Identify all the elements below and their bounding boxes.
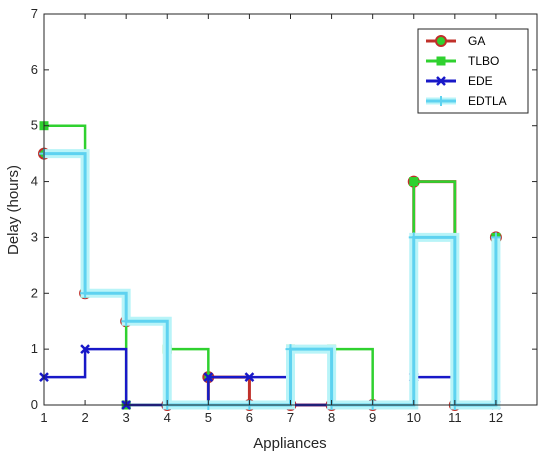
point-tlbo-10 (409, 177, 419, 187)
legend-entry-ga: GA (426, 34, 485, 48)
x-tick-label-6: 6 (246, 410, 253, 425)
point-edtla-2 (80, 288, 91, 299)
point-edtla-3 (121, 316, 132, 327)
x-tick-label-1: 1 (40, 410, 47, 425)
x-tick-label-8: 8 (328, 410, 335, 425)
x-tick-label-4: 4 (164, 410, 171, 425)
point-ede-6 (244, 372, 255, 382)
x-tick-label-3: 3 (123, 410, 130, 425)
x-tick-label-5: 5 (205, 410, 212, 425)
point-edtla-7 (285, 344, 296, 355)
legend-marker-ede (436, 76, 446, 86)
y-tick-label-7: 7 (31, 6, 38, 21)
y-tick-label-5: 5 (31, 118, 38, 133)
x-tick-label-12: 12 (489, 410, 503, 425)
legend-label-ga: GA (468, 34, 485, 48)
series-edtla-line (44, 152, 498, 407)
y-tick-label-1: 1 (31, 341, 38, 356)
x-tick-label-11: 11 (448, 410, 462, 425)
x-tick-label-7: 7 (287, 410, 294, 425)
series-ede-line (44, 347, 496, 407)
series-layer (38, 121, 502, 411)
legend-entry-tlbo: TLBO (426, 54, 499, 68)
legend-label-tlbo: TLBO (468, 54, 499, 68)
x-tick-label-2: 2 (81, 410, 88, 425)
y-tick-label-0: 0 (31, 397, 38, 412)
y-tick-label-4: 4 (31, 174, 38, 189)
point-edtla-10 (408, 232, 419, 243)
x-tick-label-10: 10 (407, 410, 421, 425)
legend-entry-ede: EDE (426, 74, 493, 88)
legend-marker-edtla (436, 96, 446, 106)
y-tick-label-3: 3 (31, 229, 38, 244)
legend-label-ede: EDE (468, 74, 493, 88)
y-tick-label-6: 6 (31, 62, 38, 77)
x-axis-label: Appliances (253, 435, 326, 452)
y-axis-label: Delay (hours) (5, 165, 22, 255)
point-ede-5 (203, 372, 214, 382)
point-edtla-12 (490, 232, 501, 243)
legend: GA TLBO EDE EDTLA (417, 28, 529, 114)
legend-entry-edtla: EDTLA (426, 94, 507, 108)
x-tick-label-9: 9 (369, 410, 376, 425)
y-tick-label-2: 2 (31, 285, 38, 300)
legend-label-edtla: EDTLA (468, 94, 507, 108)
legend-marker-tlbo (436, 56, 446, 66)
legend-marker-ga (435, 35, 447, 47)
point-ede-2 (80, 344, 90, 355)
